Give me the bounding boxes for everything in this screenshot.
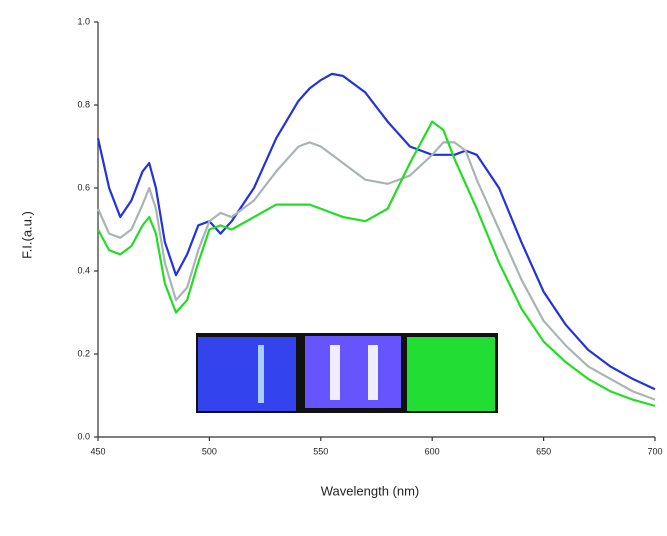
x-tick-label: 600 bbox=[425, 446, 440, 456]
y-tick-label: 0.0 bbox=[77, 431, 90, 441]
series-line bbox=[96, 141, 656, 401]
x-tick-label: 550 bbox=[313, 446, 328, 456]
x-tick-label: 700 bbox=[647, 446, 662, 456]
y-tick-label: 0.2 bbox=[77, 348, 90, 358]
y-tick-label: 1.0 bbox=[77, 16, 90, 26]
y-tick-label: 0.8 bbox=[77, 99, 90, 109]
vial-highlight bbox=[258, 345, 264, 403]
inset-photo bbox=[196, 333, 498, 413]
y-tick-label: 0.4 bbox=[77, 265, 90, 275]
x-tick-label: 650 bbox=[536, 446, 551, 456]
y-tick-label: 0.6 bbox=[77, 182, 90, 192]
vial-highlight bbox=[368, 345, 378, 400]
x-tick-label: 500 bbox=[202, 446, 217, 456]
series-line bbox=[97, 120, 656, 407]
x-tick-label: 450 bbox=[90, 446, 105, 456]
y-axis-label: F.I.(a.u.) bbox=[19, 211, 34, 259]
vial-green bbox=[407, 337, 495, 411]
vial-highlight bbox=[330, 345, 340, 400]
series-line bbox=[96, 72, 656, 391]
vial-violet bbox=[305, 336, 401, 408]
vial-blue bbox=[198, 337, 296, 411]
x-axis-label: Wavelength (nm) bbox=[321, 483, 420, 498]
